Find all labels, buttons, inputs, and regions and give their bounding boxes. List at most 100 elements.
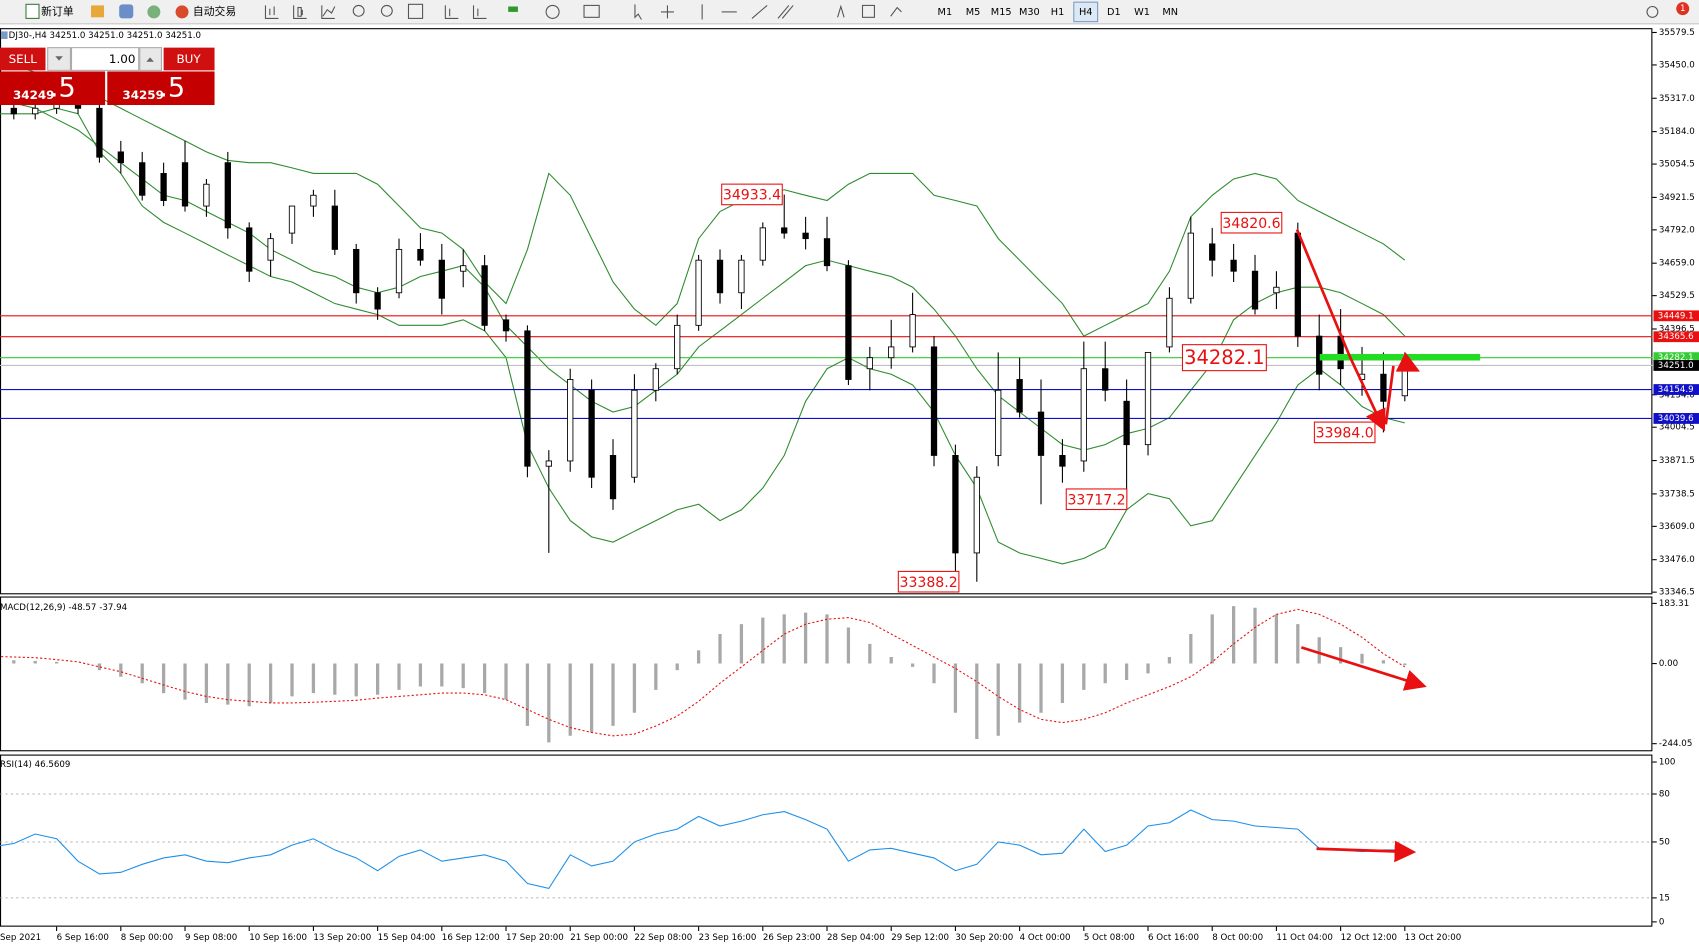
toolbar-icon[interactable]: [91, 5, 105, 18]
timeframe-button[interactable]: M1: [938, 7, 953, 18]
bar-chart-icon[interactable]: [264, 5, 279, 19]
candle-chart-icon[interactable]: [293, 5, 307, 19]
periods-icon[interactable]: [545, 4, 560, 19]
y-tick-label: 35317.0: [1659, 94, 1695, 104]
buy-button[interactable]: [163, 47, 215, 71]
sell-price-box[interactable]: [0, 71, 106, 106]
new-order-button[interactable]: 新订单: [41, 4, 74, 18]
macd-title: MACD(12,26,9) -48.57 -37.94: [0, 603, 128, 613]
price-annotation: 33984.0: [1316, 425, 1374, 441]
candle-body: [1401, 365, 1408, 397]
lot-input[interactable]: [70, 47, 140, 71]
toolbar-bg: [0, 0, 1699, 24]
x-tick-label: 13 Oct 20:00: [1405, 933, 1461, 943]
tile-icon[interactable]: [407, 3, 424, 19]
auto-trading-icon[interactable]: [175, 5, 189, 19]
y-tick-label: 34396.5: [1659, 324, 1695, 334]
text-icon[interactable]: [837, 4, 845, 18]
candle-body: [481, 265, 488, 326]
candle-body: [374, 292, 381, 310]
candle-body: [930, 346, 938, 456]
rsi-panel: [0, 754, 1653, 927]
candle-body: [460, 265, 467, 272]
x-tick-label: 12 Oct 12:00: [1341, 933, 1397, 943]
arrows-icon[interactable]: [890, 6, 902, 17]
small-arrow: [1395, 352, 1420, 372]
trendline-icon[interactable]: [751, 5, 768, 19]
toolbar-icon[interactable]: [147, 5, 161, 19]
symbol-icon: [1, 31, 8, 39]
timeframe-button[interactable]: H4: [1079, 7, 1093, 18]
candle-body: [417, 248, 424, 261]
level-label-box: [1653, 310, 1699, 322]
sell-price-fraction: .5: [50, 72, 76, 103]
timeframe-button[interactable]: M15: [991, 7, 1012, 18]
rsi-title: RSI(14) 46.5609: [0, 760, 70, 770]
zoom-in-icon[interactable]: [352, 4, 365, 17]
price-annotation-box: [1220, 211, 1283, 234]
y-tick-label: 34529.5: [1659, 291, 1695, 301]
y-tick-label: 33476.0: [1659, 555, 1695, 565]
y-tick-label: 15: [1659, 893, 1670, 903]
sell-button[interactable]: [0, 47, 46, 71]
toolbar-icons: [264, 3, 902, 20]
timeframe-button[interactable]: M5: [966, 7, 981, 18]
zoom-out-icon[interactable]: [380, 4, 393, 17]
x-tick-label: 26 Sep 23:00: [763, 933, 821, 943]
templates-icon[interactable]: [583, 4, 600, 18]
lot-value: 1.00: [109, 52, 136, 66]
chart-header: DJ30-,H4 34251.0 34251.0 34251.0 34251.0: [9, 31, 201, 41]
x-tick-label: 22 Sep 08:00: [634, 933, 692, 943]
candle-body: [567, 379, 574, 462]
x-tick-label: 23 Sep 16:00: [699, 933, 757, 943]
candle-body: [267, 238, 274, 261]
level-label-box: [1653, 352, 1699, 364]
buy-price-box[interactable]: [107, 71, 215, 106]
x-tick-label: 8 Oct 00:00: [1212, 933, 1263, 943]
candle-body: [246, 227, 253, 272]
bollinger-lower: [0, 107, 1405, 565]
candle-body: [1144, 351, 1152, 446]
new-order-icon[interactable]: [25, 3, 40, 19]
timeframe-button[interactable]: D1: [1107, 7, 1121, 18]
timeframe-button[interactable]: W1: [1134, 7, 1150, 18]
shift-icon[interactable]: [472, 5, 487, 19]
buy-label[interactable]: BUY: [176, 52, 201, 66]
level-label-box: [1653, 331, 1699, 343]
y-tick-label: 50: [1659, 837, 1670, 847]
sell-label[interactable]: SELL: [9, 52, 38, 66]
auto-trading-button[interactable]: 自动交易: [193, 4, 236, 18]
candle-body: [96, 107, 103, 158]
candle-body: [609, 454, 617, 500]
candle-body: [1123, 400, 1130, 446]
line-chart-icon[interactable]: [321, 5, 336, 19]
candle-body: [1080, 368, 1087, 462]
x-tick-label: 6 Sep 16:00: [57, 933, 109, 943]
notification-badge[interactable]: [1676, 2, 1690, 16]
y-tick-label: 0: [1659, 917, 1665, 927]
channel-icon[interactable]: [777, 5, 794, 19]
candle-body: [781, 227, 788, 234]
label-icon[interactable]: [861, 4, 875, 18]
price-plot: 34933.4 34820.6 34282.1 33984.0 33717.2 33388…: [0, 59, 1653, 593]
x-tick-label: 6 Oct 16:00: [1148, 933, 1199, 943]
current-price-label: 34251.0: [1658, 361, 1694, 371]
y-tick-label: -244.05: [1659, 739, 1692, 749]
candle-body: [845, 265, 852, 380]
timeframe-button[interactable]: H1: [1051, 7, 1065, 18]
current-price-box: [1653, 360, 1699, 371]
indicators-icon[interactable]: [508, 6, 518, 12]
cursor-icon[interactable]: [634, 4, 642, 20]
rsi-plot: [0, 793, 1653, 899]
rsi-arrow: [1316, 840, 1417, 863]
toolbar-icon[interactable]: [119, 4, 134, 19]
autoscroll-icon[interactable]: [444, 5, 459, 19]
search-icon[interactable]: [1646, 5, 1659, 18]
timeframe-button[interactable]: M30: [1019, 7, 1040, 18]
y-tick-label: 35054.5: [1659, 160, 1695, 170]
crosshair-icon[interactable]: [660, 5, 674, 19]
timeframe-button[interactable]: MN: [1162, 7, 1178, 18]
timeframes: M1 M5 M15 M30 H1 H4 D1 W1 MN: [938, 1, 1178, 23]
buy-price-fraction: .5: [159, 72, 185, 103]
